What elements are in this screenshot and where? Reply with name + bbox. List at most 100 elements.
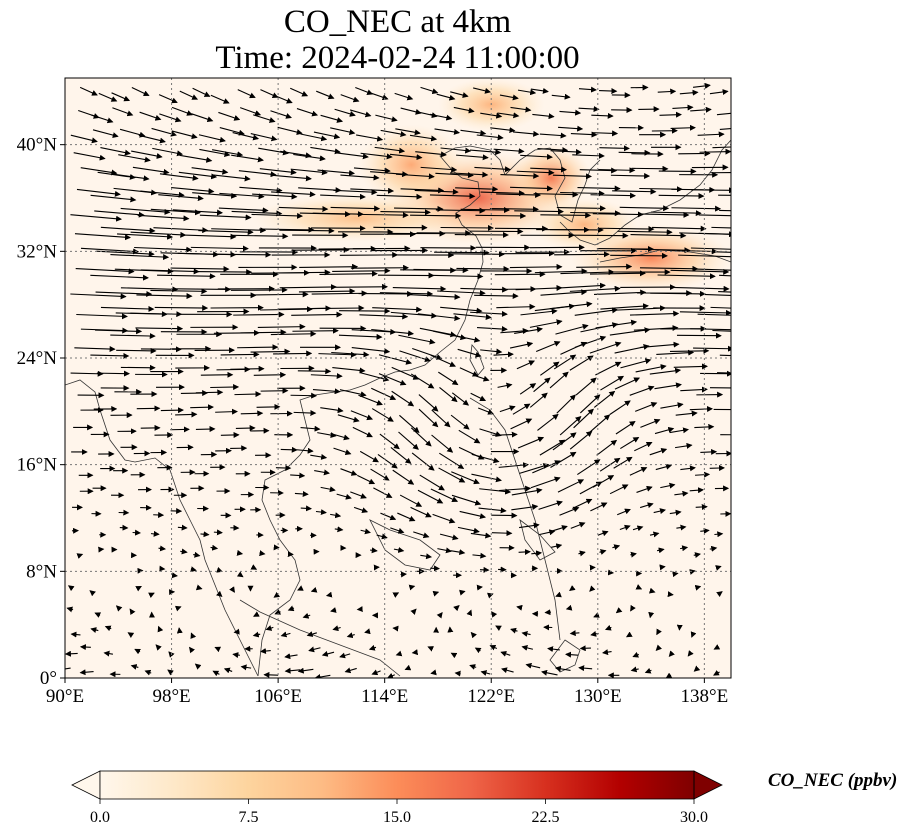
wind-arrow — [131, 150, 163, 159]
wind-arrow — [719, 354, 731, 357]
wind-arrow — [137, 214, 190, 222]
wind-arrow — [599, 457, 621, 472]
wind-arrow — [415, 151, 447, 158]
wind-arrow — [511, 487, 543, 496]
wind-arrow — [152, 147, 184, 157]
wind-arrow — [300, 425, 321, 432]
wind-arrow — [675, 410, 698, 417]
wind-arrow — [521, 630, 531, 637]
wind-arrow — [210, 94, 230, 104]
wind-arrow — [219, 192, 265, 200]
wind-arrow — [500, 327, 529, 334]
wind-arrow — [716, 112, 731, 116]
wind-arrow — [516, 360, 535, 370]
wind-arrow — [574, 335, 607, 348]
wind-arrow — [579, 167, 618, 174]
wind-arrow — [253, 611, 260, 617]
wind-arrow — [158, 94, 178, 104]
colorbar-over-triangle — [693, 770, 723, 800]
wind-arrow — [273, 94, 293, 104]
wind-arrow — [240, 410, 264, 417]
wind-arrow — [619, 524, 631, 531]
wind-arrow — [480, 348, 503, 355]
wind-arrow — [600, 375, 625, 391]
wind-arrow — [471, 453, 500, 464]
wind-arrow — [410, 506, 432, 518]
wind-arrow — [520, 153, 553, 160]
wind-arrow — [533, 191, 579, 198]
wind-arrow — [159, 173, 199, 181]
wind-arrow — [629, 385, 655, 396]
wind-arrow — [337, 414, 360, 423]
wind-arrow — [96, 370, 130, 377]
wind-arrow — [474, 166, 511, 173]
wind-arrow — [514, 326, 543, 334]
wind-arrow — [665, 672, 673, 678]
wind-arrow — [560, 190, 605, 197]
wind-arrow — [198, 229, 254, 236]
wind-arrow — [469, 664, 477, 670]
wind-arrow — [711, 251, 731, 253]
wind-arrow — [691, 268, 731, 271]
wind-arrow — [211, 174, 251, 182]
wind-arrow — [657, 273, 716, 280]
wind-arrow — [180, 233, 237, 240]
wind-arrow — [136, 293, 193, 300]
wind-arrow — [709, 545, 718, 552]
wind-arrow — [649, 531, 660, 538]
wind-arrow — [300, 505, 313, 512]
wind-arrow — [219, 127, 245, 136]
wind-arrow — [111, 92, 131, 102]
wind-arrow — [302, 612, 311, 619]
wind-arrow — [153, 227, 209, 234]
wind-arrow — [419, 474, 445, 491]
wind-arrow — [592, 475, 615, 488]
wind-arrow — [573, 408, 594, 429]
wind-arrow — [76, 553, 84, 559]
wind-arrow — [300, 133, 328, 142]
wind-arrow — [653, 508, 667, 515]
wind-arrow — [370, 468, 390, 481]
wind-arrow — [540, 361, 560, 376]
wind-arrow — [530, 476, 561, 489]
wind-arrow — [655, 463, 673, 471]
wind-arrow — [398, 431, 419, 450]
lon-tick-label: 106°E — [254, 686, 302, 707]
wind-arrow — [399, 350, 431, 363]
wind-arrow — [431, 434, 454, 453]
wind-arrow — [120, 286, 179, 293]
wind-arrow — [330, 607, 337, 613]
wind-arrow — [478, 407, 494, 415]
wind-arrow — [271, 269, 331, 276]
wind-arrow — [432, 590, 440, 597]
wind-arrow — [70, 631, 81, 638]
wind-arrow — [480, 190, 525, 197]
wind-arrow — [272, 174, 312, 182]
wind-arrow — [399, 494, 423, 507]
wind-arrow — [690, 106, 712, 113]
wind-arrow — [595, 319, 638, 329]
lat-tick-label: 8°N — [26, 561, 57, 582]
wind-arrow — [558, 125, 584, 132]
wind-arrow — [100, 305, 155, 312]
wind-arrow — [411, 452, 435, 471]
wind-arrow — [680, 465, 696, 472]
wind-arrow — [218, 207, 269, 214]
wind-arrow — [376, 533, 388, 540]
wind-arrow — [514, 208, 564, 215]
wind-arrow — [540, 289, 588, 296]
wind-arrow — [474, 293, 519, 300]
wind-arrow — [252, 631, 261, 638]
wind-arrow — [70, 370, 104, 377]
wind-arrow — [333, 189, 378, 196]
wind-arrow — [592, 211, 644, 218]
wind-arrow — [240, 329, 287, 336]
wind-arrow — [440, 306, 483, 314]
wind-arrow — [639, 502, 654, 509]
wind-arrow — [493, 351, 514, 358]
colorbar-tick-label: 0.0 — [90, 809, 110, 826]
wind-arrow — [127, 632, 135, 638]
wind-arrow — [291, 311, 343, 318]
wind-arrow — [539, 439, 566, 456]
wind-arrow — [332, 625, 341, 632]
